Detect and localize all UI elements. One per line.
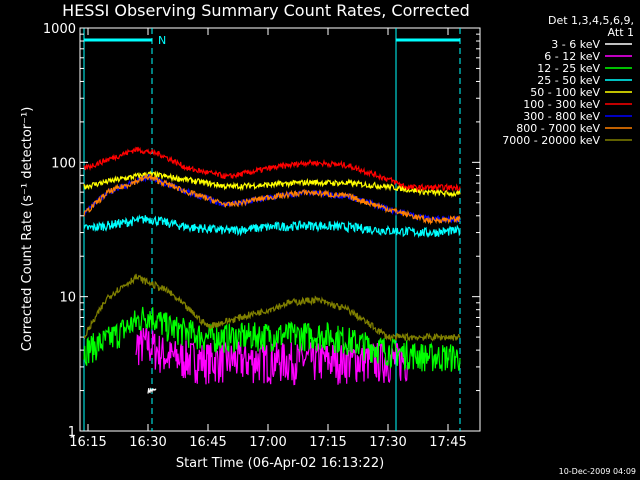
x-tick-label: 16:15 — [69, 435, 106, 450]
y-axis-label: Corrected Count Rate (s⁻¹ detector⁻¹) — [20, 107, 35, 352]
y-tick-label: 1000 — [43, 22, 76, 37]
time-stamp: 10-Dec-2009 04:09 — [559, 467, 636, 476]
plot-area — [79, 27, 481, 432]
legend-label: 50 - 100 keV — [530, 86, 600, 99]
y-tick-label: 1 — [68, 425, 76, 440]
series-line — [83, 173, 461, 226]
x-tick-label: 17:30 — [369, 435, 406, 450]
legend-header-line-1: Det 1,3,4,5,6,9, — [548, 14, 634, 27]
marker-flag-label: N — [158, 34, 166, 47]
legend-label: 12 - 25 keV — [537, 62, 600, 75]
y-tick-label: 100 — [51, 156, 76, 171]
series-layer — [83, 146, 461, 394]
legend-header-line-2: Att 1 — [608, 26, 634, 39]
chart-title: HESSI Observing Summary Count Rates, Cor… — [62, 1, 470, 20]
series-line — [147, 387, 157, 394]
x-tick-label: 17:45 — [429, 435, 466, 450]
x-tick-label: 16:30 — [129, 435, 166, 450]
x-axis: 16:15 16:30 16:45 17:00 17:15 17:30 17:45 — [69, 28, 467, 450]
series-line — [135, 327, 409, 386]
legend-label: 800 - 7000 keV — [516, 122, 600, 135]
legend-label: 300 - 800 keV — [523, 110, 600, 123]
x-axis-label: Start Time (06-Apr-02 16:13:22) — [176, 456, 384, 471]
legend-label: 7000 - 20000 keV — [502, 134, 600, 147]
plot-frame — [79, 27, 481, 432]
legend-label: 25 - 50 keV — [537, 74, 600, 87]
x-tick-label: 16:45 — [189, 435, 226, 450]
legend-label: 100 - 300 keV — [523, 98, 600, 111]
y-tick-label: 10 — [59, 291, 76, 306]
x-tick-label: 17:15 — [309, 435, 346, 450]
legend-label: 6 - 12 keV — [544, 50, 600, 63]
y-axis: 1 10 100 1000 — [43, 22, 480, 440]
series-line — [83, 306, 461, 372]
series-line — [83, 146, 461, 193]
series-line — [83, 214, 461, 239]
x-tick-label: 17:00 — [249, 435, 286, 450]
legend-label: 3 - 6 keV — [551, 38, 600, 51]
time-markers: N — [83, 28, 461, 431]
series-line — [83, 273, 461, 342]
